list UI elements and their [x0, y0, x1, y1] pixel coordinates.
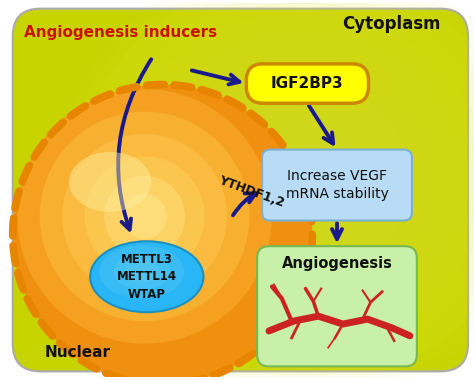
Ellipse shape: [100, 245, 184, 298]
FancyBboxPatch shape: [262, 150, 412, 220]
Ellipse shape: [113, 254, 170, 290]
FancyBboxPatch shape: [246, 64, 369, 103]
Text: Nuclear: Nuclear: [45, 345, 111, 360]
Ellipse shape: [125, 261, 159, 282]
Text: Cytoplasm: Cytoplasm: [342, 16, 440, 33]
Text: Increase VEGF
mRNA stability: Increase VEGF mRNA stability: [285, 169, 388, 201]
Ellipse shape: [90, 241, 203, 312]
Circle shape: [85, 157, 204, 276]
Text: YTHDF1,2: YTHDF1,2: [217, 174, 286, 210]
Circle shape: [104, 176, 185, 257]
Ellipse shape: [69, 152, 151, 212]
Text: Angiogenesis inducers: Angiogenesis inducers: [24, 25, 217, 40]
Text: IGF2BP3: IGF2BP3: [271, 76, 344, 91]
Circle shape: [40, 111, 249, 321]
Circle shape: [122, 194, 167, 239]
Text: Angiogenesis: Angiogenesis: [282, 256, 392, 271]
Circle shape: [62, 134, 227, 299]
Circle shape: [17, 89, 272, 344]
FancyBboxPatch shape: [257, 246, 417, 366]
Circle shape: [13, 84, 312, 380]
FancyBboxPatch shape: [13, 9, 468, 371]
Text: METTL3
METTL14
WTAP: METTL3 METTL14 WTAP: [117, 253, 177, 301]
